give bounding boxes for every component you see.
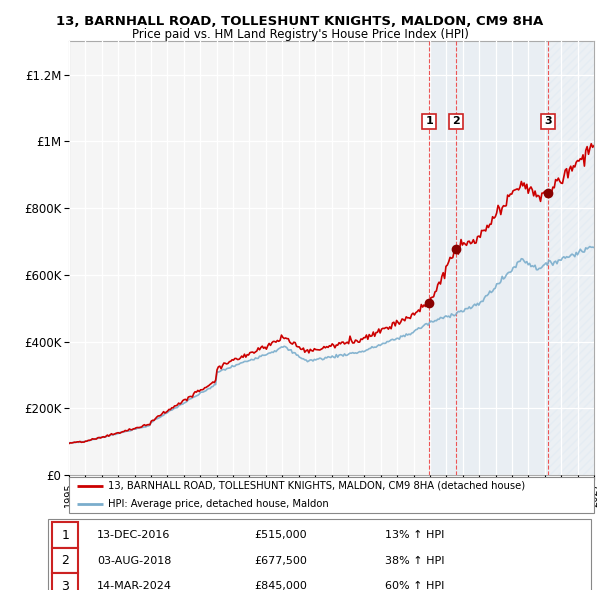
Text: 3: 3 — [544, 116, 552, 126]
Text: 13, BARNHALL ROAD, TOLLESHUNT KNIGHTS, MALDON, CM9 8HA: 13, BARNHALL ROAD, TOLLESHUNT KNIGHTS, M… — [56, 15, 544, 28]
Text: 13-DEC-2016: 13-DEC-2016 — [97, 530, 170, 540]
Bar — [429, 41, 548, 475]
Text: 13, BARNHALL ROAD, TOLLESHUNT KNIGHTS, MALDON, CM9 8HA (detached house): 13, BARNHALL ROAD, TOLLESHUNT KNIGHTS, M… — [109, 481, 526, 491]
Text: £845,000: £845,000 — [254, 581, 307, 590]
Text: 13% ↑ HPI: 13% ↑ HPI — [385, 530, 444, 540]
FancyBboxPatch shape — [52, 522, 79, 548]
Text: 1: 1 — [61, 529, 70, 542]
FancyBboxPatch shape — [69, 477, 594, 513]
Bar — [548, 41, 594, 475]
FancyBboxPatch shape — [48, 519, 591, 590]
FancyBboxPatch shape — [52, 548, 79, 573]
FancyBboxPatch shape — [52, 573, 79, 590]
Text: 03-AUG-2018: 03-AUG-2018 — [97, 556, 171, 566]
Text: 1: 1 — [425, 116, 433, 126]
Text: Price paid vs. HM Land Registry's House Price Index (HPI): Price paid vs. HM Land Registry's House … — [131, 28, 469, 41]
Text: £515,000: £515,000 — [254, 530, 307, 540]
Text: HPI: Average price, detached house, Maldon: HPI: Average price, detached house, Mald… — [109, 499, 329, 509]
Text: 2: 2 — [61, 554, 70, 567]
Text: 2: 2 — [452, 116, 460, 126]
Text: £677,500: £677,500 — [254, 556, 307, 566]
Text: 3: 3 — [61, 579, 70, 590]
Text: 14-MAR-2024: 14-MAR-2024 — [97, 581, 172, 590]
Text: 60% ↑ HPI: 60% ↑ HPI — [385, 581, 444, 590]
Text: 38% ↑ HPI: 38% ↑ HPI — [385, 556, 444, 566]
